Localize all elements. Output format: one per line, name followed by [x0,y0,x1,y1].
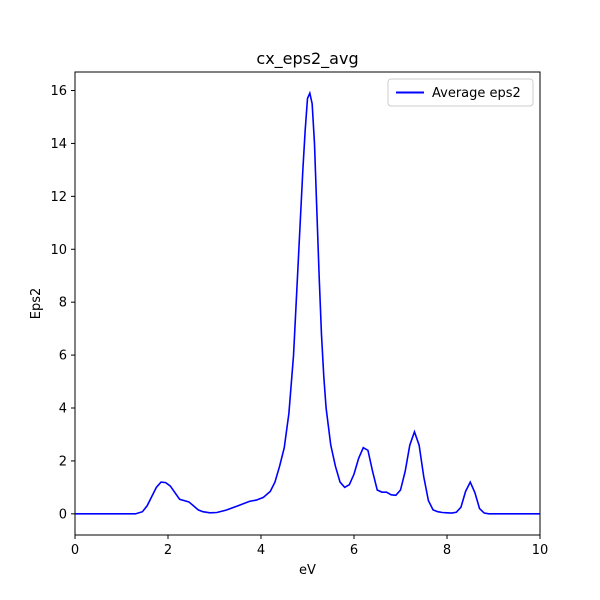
x-tick-label: 8 [443,543,451,558]
x-axis: 0 2 4 6 8 10 [71,535,548,558]
y-axis: 0 2 4 6 8 10 12 14 16 [50,84,75,522]
series-line-average-eps2 [75,90,540,515]
legend: Average eps2 [387,78,534,107]
y-tick-label: 6 [59,349,67,364]
y-tick-label: 14 [50,137,67,152]
x-tick-label: 2 [164,543,172,558]
y-tick-label: 0 [59,507,67,522]
y-axis-label: Eps2 [29,288,44,320]
y-tick-label: 2 [59,454,67,469]
x-tick-label: 4 [257,543,265,558]
legend-box [387,78,534,107]
x-tick-label: 10 [532,543,549,558]
plot-frame [74,71,541,536]
y-tick-label: 10 [50,243,67,258]
y-tick-label: 4 [59,402,67,417]
x-tick-label: 0 [71,543,79,558]
chart-title: cx_eps2_avg [256,49,358,69]
legend-label: Average eps2 [432,86,521,101]
x-axis-label: eV [299,563,316,578]
x-tick-label: 6 [350,543,358,558]
y-tick-label: 12 [50,190,67,205]
y-tick-label: 16 [50,84,67,99]
y-tick-label: 8 [59,296,67,311]
